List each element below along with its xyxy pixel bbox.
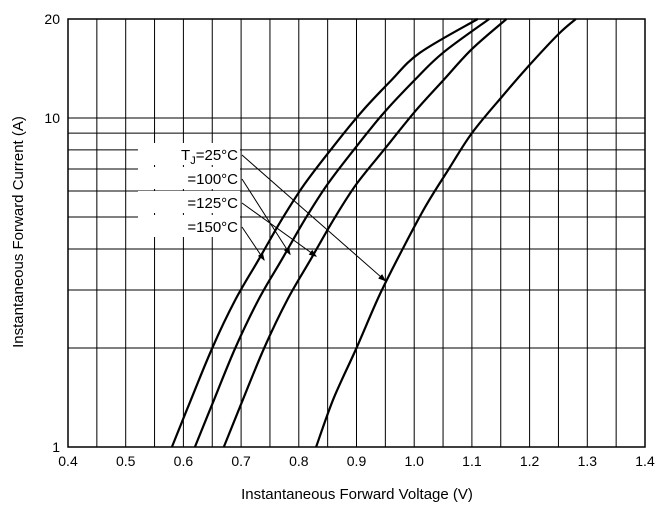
x-tick-label: 0.6 — [174, 453, 194, 469]
plot-border — [67, 18, 646, 448]
series-line — [193, 18, 490, 448]
y-tick-label: 1 — [52, 439, 60, 455]
x-tick-label: 0.5 — [116, 453, 136, 469]
grid — [68, 19, 645, 447]
tick-labels: 0.4 0.5 0.6 0.7 0.8 0.9 1.0 1.1 1.2 1.3 1.4 1 10 20 — [44, 11, 655, 469]
legend-label: TJ=25°C — [181, 147, 238, 167]
legend-leader-arrow — [241, 202, 317, 257]
series-line — [315, 18, 577, 448]
x-tick-label: 1.1 — [462, 453, 482, 469]
legend-leader-arrow — [241, 178, 291, 256]
x-tick-label: 1.0 — [404, 453, 424, 469]
legend-label-background — [138, 191, 240, 213]
x-tick-label: 0.4 — [58, 453, 78, 469]
legend: TJ=25°C =100°C =125°C =150°C — [138, 143, 387, 282]
plot-frame — [67, 18, 646, 448]
x-tick-label: 0.7 — [231, 453, 251, 469]
y-axis-title: Instantaneous Forward Current (A) — [10, 116, 27, 348]
legend-label-background — [138, 167, 240, 189]
y-tick-label: 10 — [44, 110, 60, 126]
legend-leader-arrow — [241, 226, 265, 261]
legend-label: =150°C — [187, 219, 238, 236]
x-tick-label: 1.3 — [578, 453, 598, 469]
x-tick-label: 1.2 — [520, 453, 540, 469]
y-tick-label: 20 — [44, 11, 60, 27]
legend-label-background — [138, 143, 240, 165]
x-tick-label: 0.9 — [347, 453, 367, 469]
legend-label-background — [138, 215, 240, 237]
series-line — [222, 18, 508, 448]
legend-leader-arrow — [241, 154, 387, 282]
x-tick-label: 0.8 — [289, 453, 309, 469]
legend-label: =125°C — [187, 195, 238, 212]
x-tick-label: 1.4 — [635, 453, 655, 469]
series-line — [170, 18, 479, 448]
legend-label: =100°C — [187, 171, 238, 188]
curves — [170, 18, 577, 448]
x-axis-title: Instantaneous Forward Voltage (V) — [241, 486, 473, 503]
